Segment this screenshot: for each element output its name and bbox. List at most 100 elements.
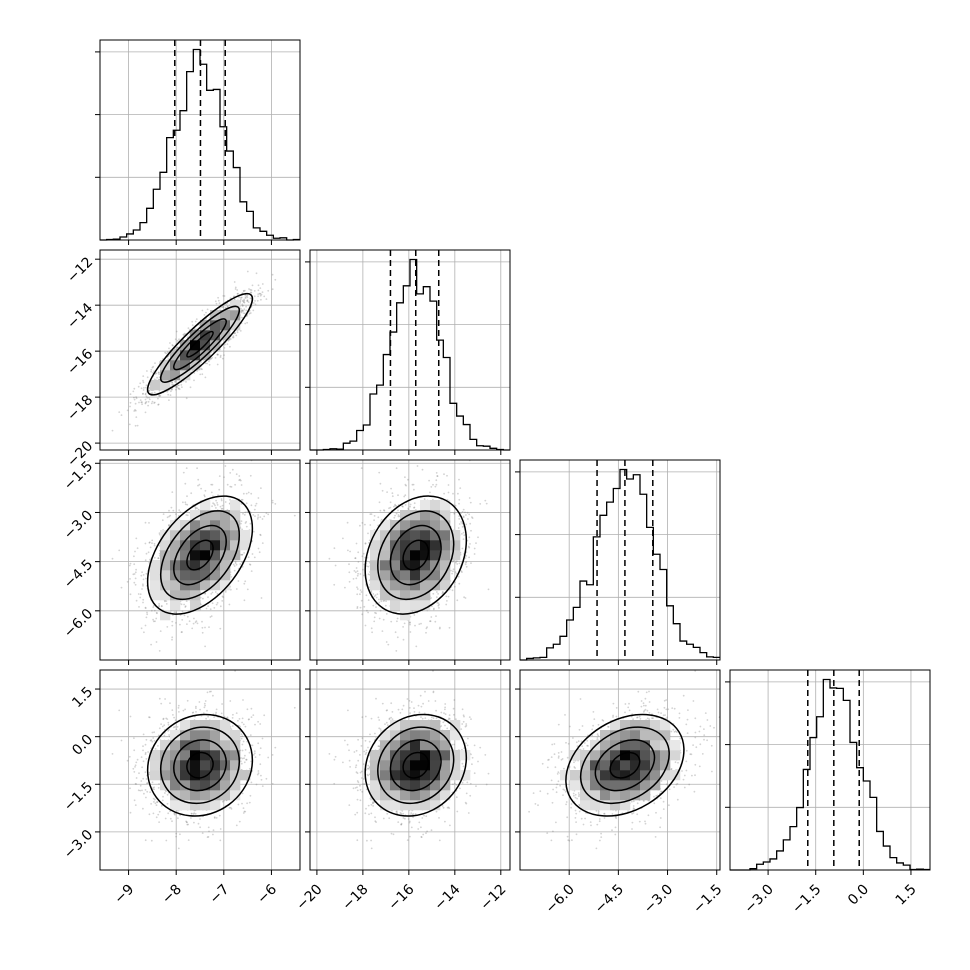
sample-point — [216, 592, 219, 595]
sample-point — [239, 563, 242, 565]
sample-point — [195, 620, 198, 623]
y-tick-label: −16 — [64, 346, 96, 378]
sample-point — [175, 330, 178, 333]
density-cell — [230, 320, 241, 331]
density-cell — [200, 510, 211, 521]
sample-point — [378, 598, 380, 601]
sample-point — [364, 542, 367, 545]
contour-level-2 — [159, 305, 241, 383]
sample-point — [249, 288, 252, 291]
sample-point — [254, 504, 257, 507]
sample-point — [409, 631, 412, 633]
sample-point — [404, 483, 407, 486]
sample-point — [245, 309, 248, 312]
sample-point — [128, 564, 131, 567]
sample-point — [437, 602, 440, 604]
sample-point — [111, 429, 114, 432]
sample-point — [240, 311, 243, 314]
sample-point — [168, 515, 171, 518]
sample-point — [219, 354, 222, 357]
density-cell — [200, 320, 211, 331]
sample-point — [267, 513, 270, 516]
sample-point — [144, 411, 147, 414]
sample-point — [144, 401, 147, 404]
sample-point — [177, 384, 180, 387]
sample-point — [211, 505, 214, 508]
density-cell — [190, 330, 201, 341]
sample-point — [465, 523, 468, 526]
sample-point — [220, 499, 223, 502]
sample-point — [240, 484, 243, 486]
grid-lines — [310, 250, 510, 450]
sample-point — [153, 609, 156, 612]
sample-point — [171, 624, 174, 627]
sample-point — [144, 542, 147, 545]
density-cell — [220, 510, 231, 521]
sample-point — [150, 643, 153, 646]
density-cell — [230, 520, 241, 531]
sample-point — [146, 613, 149, 616]
sample-point — [445, 595, 448, 598]
sample-point — [184, 606, 187, 608]
sample-point — [157, 371, 160, 374]
density-cell — [160, 530, 171, 541]
sample-point — [458, 498, 461, 501]
sample-point — [154, 372, 157, 375]
sample-point — [434, 485, 437, 488]
sample-point — [393, 516, 396, 519]
sample-point — [142, 598, 145, 601]
sample-point — [157, 403, 160, 406]
density-cell — [190, 560, 201, 571]
sample-point — [215, 603, 218, 606]
sample-point — [200, 368, 203, 370]
sample-point — [135, 537, 138, 540]
sample-point — [175, 622, 177, 624]
density-cell — [240, 540, 251, 551]
density-cell — [150, 580, 161, 591]
sample-point — [354, 557, 357, 560]
sample-point — [133, 398, 136, 401]
sample-point — [388, 507, 390, 510]
sample-point — [396, 636, 399, 639]
sample-point — [224, 343, 226, 346]
sample-point — [239, 478, 242, 481]
sample-point — [164, 600, 166, 603]
sample-point — [253, 556, 256, 559]
sample-point — [133, 387, 136, 390]
sample-point — [151, 392, 154, 395]
sample-point — [197, 478, 200, 481]
sample-point — [134, 402, 137, 405]
sample-point — [385, 641, 388, 643]
sample-point — [136, 424, 139, 427]
sample-point — [241, 553, 244, 556]
sample-point — [237, 580, 240, 582]
sample-point — [146, 370, 148, 372]
sample-point — [220, 498, 223, 500]
sample-point — [214, 300, 217, 303]
density-cell — [180, 360, 191, 371]
sample-point — [403, 622, 406, 625]
sample-point — [210, 483, 213, 486]
sample-point — [186, 503, 189, 506]
density-cell — [170, 540, 181, 551]
density-cell — [170, 550, 181, 561]
density-cell — [170, 580, 181, 591]
sample-point — [242, 300, 245, 303]
density-cell — [170, 370, 181, 381]
sample-point — [441, 592, 444, 595]
sample-point — [176, 346, 179, 349]
sample-point — [223, 476, 225, 479]
sample-point — [348, 563, 350, 566]
sample-point — [141, 571, 144, 574]
sample-point — [147, 400, 150, 403]
sample-point — [441, 591, 444, 593]
sample-point — [174, 385, 177, 388]
sample-point — [143, 631, 145, 634]
sample-point — [344, 586, 346, 589]
sample-point — [205, 607, 208, 610]
sample-point — [243, 299, 246, 302]
sample-point — [139, 596, 142, 599]
sample-point — [378, 601, 381, 604]
sample-point — [230, 576, 233, 578]
sample-point — [356, 607, 359, 609]
